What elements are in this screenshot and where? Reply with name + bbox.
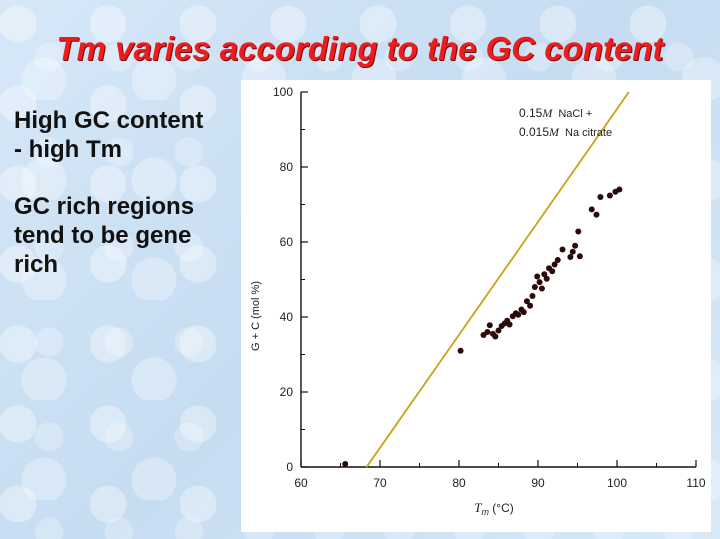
- data-point: [567, 254, 574, 260]
- data-point: [506, 321, 513, 328]
- data-point: [576, 253, 583, 260]
- bullet-text: - high Tm: [14, 136, 122, 163]
- data-point: [616, 186, 623, 193]
- x-tick-label: 80: [452, 476, 466, 490]
- data-point: [559, 246, 566, 253]
- annotation-2-M: M: [548, 125, 560, 139]
- chart-panel: 60 70 80 90 100 110 0 20 40 60 80 100 G + C (mol %)…: [241, 80, 711, 532]
- data-point: [543, 275, 550, 282]
- y-tick-label: 40: [280, 310, 294, 324]
- data-point: [523, 298, 530, 305]
- data-point: [588, 206, 595, 213]
- annotation-2-rest: Na citrate: [565, 127, 612, 139]
- y-tick-label: 100: [273, 85, 293, 99]
- bullet-text: tend to be gene: [14, 222, 192, 249]
- x-tick-label: 60: [294, 476, 308, 490]
- y-tick-label: 20: [280, 385, 294, 399]
- bullet-text: rich: [14, 251, 59, 278]
- chart-ticks: 60 70 80 90 100 110 0 20 40 60 80 100: [273, 85, 706, 490]
- y-tick-label: 0: [286, 460, 293, 474]
- chart-fit-line-group: [365, 91, 630, 468]
- y-tick-label: 80: [280, 160, 294, 174]
- x-tick-label: 70: [373, 476, 387, 490]
- bullet-list: High GC content - high Tm GC rich region…: [14, 106, 246, 307]
- x-axis-label-main: T: [474, 500, 482, 515]
- gc-tm-scatter-chart: 60 70 80 90 100 110 0 20 40 60 80 100 G + C (mol %)…: [250, 85, 706, 517]
- data-point: [569, 248, 576, 255]
- data-point: [554, 257, 561, 263]
- data-point: [541, 271, 548, 278]
- x-axis-label: Tm (°C): [474, 500, 514, 517]
- bullet-item-high-gc: High GC content - high Tm: [14, 106, 246, 164]
- data-point: [534, 273, 541, 280]
- x-axis-label-sub: m: [481, 507, 489, 517]
- data-point: [572, 242, 579, 249]
- bullet-text: High GC content: [14, 107, 204, 134]
- y-tick-label: 60: [280, 235, 294, 249]
- data-point: [492, 333, 499, 340]
- annotation-1-rest: NaCl +: [558, 108, 592, 120]
- bullet-item-gc-rich: GC rich regions tend to be gene rich: [14, 192, 246, 279]
- annotation-1-M: M: [541, 106, 553, 120]
- data-point: [531, 284, 538, 290]
- data-point: [597, 194, 604, 200]
- annotation-line-1: 0.15M NaCl +: [519, 106, 592, 120]
- chart-points: [342, 186, 623, 467]
- data-point: [486, 322, 493, 329]
- bullet-text: GC rich regions: [14, 193, 195, 220]
- data-point: [575, 228, 582, 235]
- slide-title: Tm varies according to the GC content: [56, 30, 664, 67]
- x-tick-label: 90: [531, 476, 545, 490]
- data-point: [551, 261, 558, 268]
- data-point: [457, 347, 464, 354]
- data-point: [495, 327, 502, 334]
- data-point: [536, 279, 543, 286]
- data-point: [606, 192, 613, 199]
- data-point: [484, 329, 491, 335]
- data-point: [515, 311, 522, 318]
- data-point: [527, 302, 534, 309]
- data-point: [593, 211, 600, 218]
- x-tick-label: 100: [607, 476, 627, 490]
- data-point: [520, 309, 527, 316]
- annotation-2-value: 0.015: [519, 125, 549, 139]
- x-tick-label: 110: [686, 476, 705, 490]
- data-point: [342, 461, 349, 467]
- x-axis-label-unit: (°C): [489, 501, 514, 515]
- annotation-line-2: 0.015M Na citrate: [519, 125, 612, 139]
- y-axis-label: G + C (mol %): [250, 281, 262, 351]
- data-point: [549, 268, 556, 275]
- fit-line: [365, 91, 630, 468]
- annotation-1-value: 0.15: [519, 106, 543, 120]
- data-point: [529, 293, 536, 299]
- data-point: [538, 285, 545, 292]
